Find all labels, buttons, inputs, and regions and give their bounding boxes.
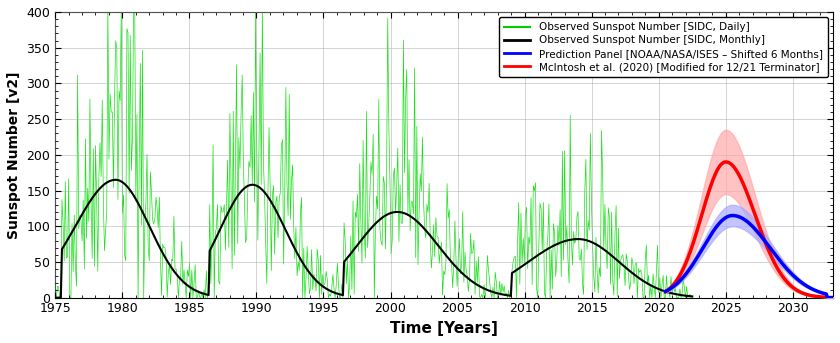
Y-axis label: Sunspot Number [v2]: Sunspot Number [v2] xyxy=(7,71,21,238)
X-axis label: Time [Years]: Time [Years] xyxy=(391,321,498,336)
Legend: Observed Sunspot Number [SIDC, Daily], Observed Sunspot Number [SIDC, Monthly], : Observed Sunspot Number [SIDC, Daily], O… xyxy=(499,17,828,77)
